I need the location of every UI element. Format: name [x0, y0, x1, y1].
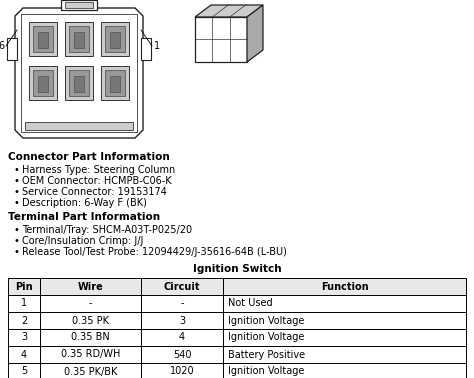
- Bar: [21, 14, 137, 132]
- Bar: [25, 122, 133, 130]
- Text: Ignition Voltage: Ignition Voltage: [228, 333, 305, 342]
- Text: Core/Insulation Crimp: J/J: Core/Insulation Crimp: J/J: [22, 236, 143, 246]
- Text: Ignition Switch: Ignition Switch: [193, 264, 281, 274]
- Bar: [8, 312, 40, 329]
- Bar: [8, 346, 40, 363]
- Bar: [8, 363, 40, 378]
- Text: 4: 4: [179, 333, 185, 342]
- Text: •: •: [14, 236, 20, 246]
- Bar: [141, 295, 223, 312]
- Bar: [141, 38, 151, 60]
- Text: •: •: [14, 187, 20, 197]
- Bar: [61, 0, 97, 10]
- Bar: [223, 329, 466, 346]
- Text: Terminal Part Information: Terminal Part Information: [8, 212, 160, 222]
- Bar: [8, 329, 40, 346]
- Bar: [38, 32, 48, 48]
- Bar: [65, 22, 93, 56]
- Text: 3: 3: [21, 333, 27, 342]
- Text: 2: 2: [21, 316, 27, 325]
- Bar: [141, 312, 223, 329]
- Bar: [8, 278, 40, 295]
- Bar: [105, 26, 125, 52]
- Text: 4: 4: [21, 350, 27, 359]
- Text: 0.35 PK/BK: 0.35 PK/BK: [64, 367, 117, 376]
- Text: Service Connector: 19153174: Service Connector: 19153174: [22, 187, 167, 197]
- Text: 1: 1: [154, 41, 160, 51]
- Text: Description: 6-Way F (BK): Description: 6-Way F (BK): [22, 198, 147, 208]
- Text: 0.35 PK: 0.35 PK: [72, 316, 109, 325]
- Text: Wire: Wire: [78, 282, 103, 291]
- Text: Pin: Pin: [15, 282, 33, 291]
- Bar: [40, 346, 141, 363]
- Text: 1020: 1020: [170, 367, 194, 376]
- Bar: [223, 363, 466, 378]
- Polygon shape: [195, 5, 263, 17]
- Text: •: •: [14, 165, 20, 175]
- Bar: [141, 329, 223, 346]
- Text: 0.35 BN: 0.35 BN: [71, 333, 110, 342]
- Bar: [33, 70, 53, 96]
- Text: 6: 6: [0, 41, 4, 51]
- Bar: [29, 22, 57, 56]
- Text: •: •: [14, 176, 20, 186]
- Bar: [74, 32, 84, 48]
- Bar: [40, 295, 141, 312]
- Bar: [223, 312, 466, 329]
- Text: 3: 3: [179, 316, 185, 325]
- Bar: [110, 32, 120, 48]
- Bar: [101, 22, 129, 56]
- Text: •: •: [14, 198, 20, 208]
- Text: Function: Function: [321, 282, 368, 291]
- Bar: [29, 66, 57, 100]
- Text: Ignition Voltage: Ignition Voltage: [228, 367, 305, 376]
- Bar: [40, 312, 141, 329]
- Bar: [223, 346, 466, 363]
- Bar: [141, 363, 223, 378]
- Bar: [40, 278, 141, 295]
- Bar: [65, 2, 93, 8]
- Bar: [223, 278, 466, 295]
- Text: 5: 5: [21, 367, 27, 376]
- Text: Harness Type: Steering Column: Harness Type: Steering Column: [22, 165, 175, 175]
- Text: Battery Positive: Battery Positive: [228, 350, 305, 359]
- Bar: [195, 17, 247, 62]
- Text: Not Used: Not Used: [228, 299, 273, 308]
- Bar: [69, 70, 89, 96]
- Bar: [33, 26, 53, 52]
- Text: Circuit: Circuit: [164, 282, 201, 291]
- Bar: [38, 76, 48, 92]
- Text: Ignition Voltage: Ignition Voltage: [228, 316, 305, 325]
- Bar: [40, 329, 141, 346]
- Text: 1: 1: [21, 299, 27, 308]
- Text: •: •: [14, 247, 20, 257]
- Polygon shape: [15, 8, 143, 138]
- Bar: [69, 26, 89, 52]
- Text: Connector Part Information: Connector Part Information: [8, 152, 170, 162]
- Bar: [110, 76, 120, 92]
- Bar: [141, 278, 223, 295]
- Text: 0.35 RD/WH: 0.35 RD/WH: [61, 350, 120, 359]
- Bar: [141, 346, 223, 363]
- Bar: [8, 295, 40, 312]
- Text: Terminal/Tray: SHCM-A03T-P025/20: Terminal/Tray: SHCM-A03T-P025/20: [22, 225, 192, 235]
- Text: -: -: [89, 299, 92, 308]
- Text: 540: 540: [173, 350, 191, 359]
- Text: -: -: [180, 299, 184, 308]
- Text: Release Tool/Test Probe: 12094429/J-35616-64B (L-BU): Release Tool/Test Probe: 12094429/J-3561…: [22, 247, 287, 257]
- Bar: [74, 76, 84, 92]
- Bar: [7, 38, 17, 60]
- Bar: [65, 66, 93, 100]
- Bar: [101, 66, 129, 100]
- Bar: [40, 363, 141, 378]
- Bar: [223, 295, 466, 312]
- Text: OEM Connector: HCMPB-C06-K: OEM Connector: HCMPB-C06-K: [22, 176, 172, 186]
- Bar: [105, 70, 125, 96]
- Polygon shape: [247, 5, 263, 62]
- Text: •: •: [14, 225, 20, 235]
